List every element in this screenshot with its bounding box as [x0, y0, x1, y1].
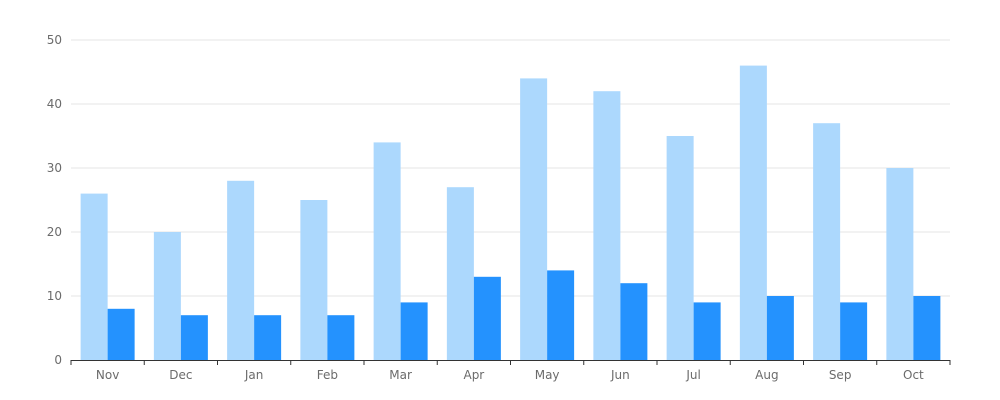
- x-tick-label: May: [535, 368, 560, 382]
- y-axis-ticks: 0 10 20 30 40 50: [47, 33, 62, 367]
- bar-series-1-dec: [153, 232, 181, 360]
- bar-series-2-apr: [473, 276, 501, 360]
- bar-series-2-jul: [693, 302, 721, 360]
- y-tick-label: 30: [47, 161, 62, 175]
- x-tick-label: Sep: [829, 368, 852, 382]
- bar-series-1-aug: [739, 65, 767, 360]
- bar-series-1-sep: [813, 123, 841, 360]
- bar-series-2-jan: [254, 315, 282, 360]
- x-axis: [70, 360, 951, 365]
- bar-series-1-mar: [373, 142, 401, 360]
- x-tick-label: Aug: [755, 368, 778, 382]
- bars: [80, 65, 941, 361]
- bar-series-2-oct: [913, 296, 941, 360]
- x-tick-label: Nov: [96, 368, 119, 382]
- bar-series-1-may: [520, 78, 548, 361]
- y-tick-label: 10: [47, 289, 62, 303]
- x-axis-ticks: Nov Dec Jan Feb Mar Apr May Jun Jul Aug Sep Oct: [96, 368, 924, 382]
- x-tick-label: Jun: [610, 368, 630, 382]
- bar-series-2-nov: [107, 308, 135, 360]
- bar-series-1-apr: [446, 187, 474, 360]
- y-tick-label: 0: [54, 353, 62, 367]
- bar-series-2-aug: [766, 296, 794, 360]
- bar-series-2-sep: [840, 302, 868, 360]
- x-tick-label: Feb: [317, 368, 338, 382]
- bar-series-2-jun: [620, 283, 648, 360]
- bar-series-2-dec: [180, 315, 208, 360]
- bar-series-1-jul: [666, 136, 694, 360]
- bar-series-2-may: [547, 270, 575, 360]
- y-tick-label: 20: [47, 225, 62, 239]
- bar-series-2-mar: [400, 302, 428, 360]
- y-tick-label: 50: [47, 33, 62, 47]
- x-tick-label: Mar: [389, 368, 412, 382]
- bar-series-1-nov: [80, 193, 108, 360]
- bar-series-1-oct: [886, 168, 914, 360]
- x-tick-label: Jan: [244, 368, 264, 382]
- grid-lines: [71, 39, 950, 297]
- bar-series-1-jun: [593, 91, 621, 360]
- bar-series-1-feb: [300, 200, 328, 360]
- x-tick-label: Jul: [685, 368, 700, 382]
- x-tick-label: Apr: [463, 368, 484, 382]
- y-tick-label: 40: [47, 97, 62, 111]
- bar-series-1-jan: [227, 180, 255, 360]
- x-tick-label: Dec: [169, 368, 192, 382]
- x-tick-label: Oct: [903, 368, 924, 382]
- bar-series-2-feb: [327, 315, 355, 360]
